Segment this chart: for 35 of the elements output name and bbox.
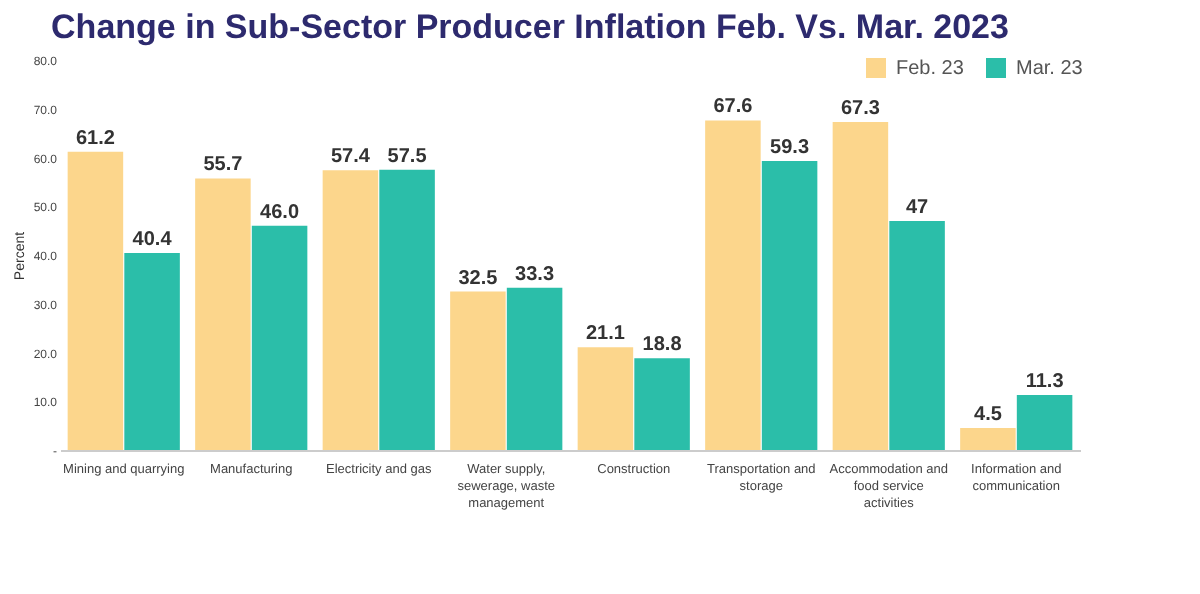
data-label: 11.3 bbox=[1025, 370, 1065, 393]
chart-title: Change in Sub-Sector Producer Inflation Feb. Vs. Mar. 2023 bbox=[51, 8, 1009, 46]
legend-label: Feb. 23 bbox=[896, 58, 965, 80]
bar bbox=[705, 120, 761, 450]
bar bbox=[322, 170, 379, 450]
bar bbox=[251, 225, 308, 450]
data-label: 40.4 bbox=[132, 229, 173, 252]
data-label: 57.5 bbox=[387, 145, 428, 168]
data-label: 32.5 bbox=[458, 267, 499, 290]
data-label: 59.3 bbox=[770, 136, 810, 159]
bar bbox=[67, 151, 124, 450]
bar bbox=[577, 347, 634, 450]
bar bbox=[124, 253, 180, 450]
data-label: 55.7 bbox=[203, 154, 244, 177]
bar bbox=[634, 358, 690, 450]
bar bbox=[761, 160, 818, 450]
data-label: 47 bbox=[905, 196, 930, 219]
legend-label: Mar. 23 bbox=[1016, 58, 1084, 80]
data-label: 46.0 bbox=[260, 201, 300, 224]
bar bbox=[832, 121, 889, 450]
data-label: 21.1 bbox=[585, 323, 626, 346]
data-label: 67.3 bbox=[840, 97, 881, 120]
data-label: 4.5 bbox=[974, 404, 1003, 427]
bar bbox=[1016, 394, 1073, 450]
data-label: 57.4 bbox=[330, 146, 371, 169]
data-label: 67.6 bbox=[713, 96, 754, 119]
bar bbox=[960, 428, 1016, 450]
data-label: 18.8 bbox=[642, 334, 683, 357]
bar bbox=[506, 287, 563, 450]
bar bbox=[195, 178, 251, 450]
data-label: 33.3 bbox=[515, 263, 555, 286]
bar bbox=[889, 220, 945, 450]
bar bbox=[450, 291, 506, 450]
data-label: 61.2 bbox=[75, 127, 116, 150]
bar bbox=[379, 169, 435, 450]
